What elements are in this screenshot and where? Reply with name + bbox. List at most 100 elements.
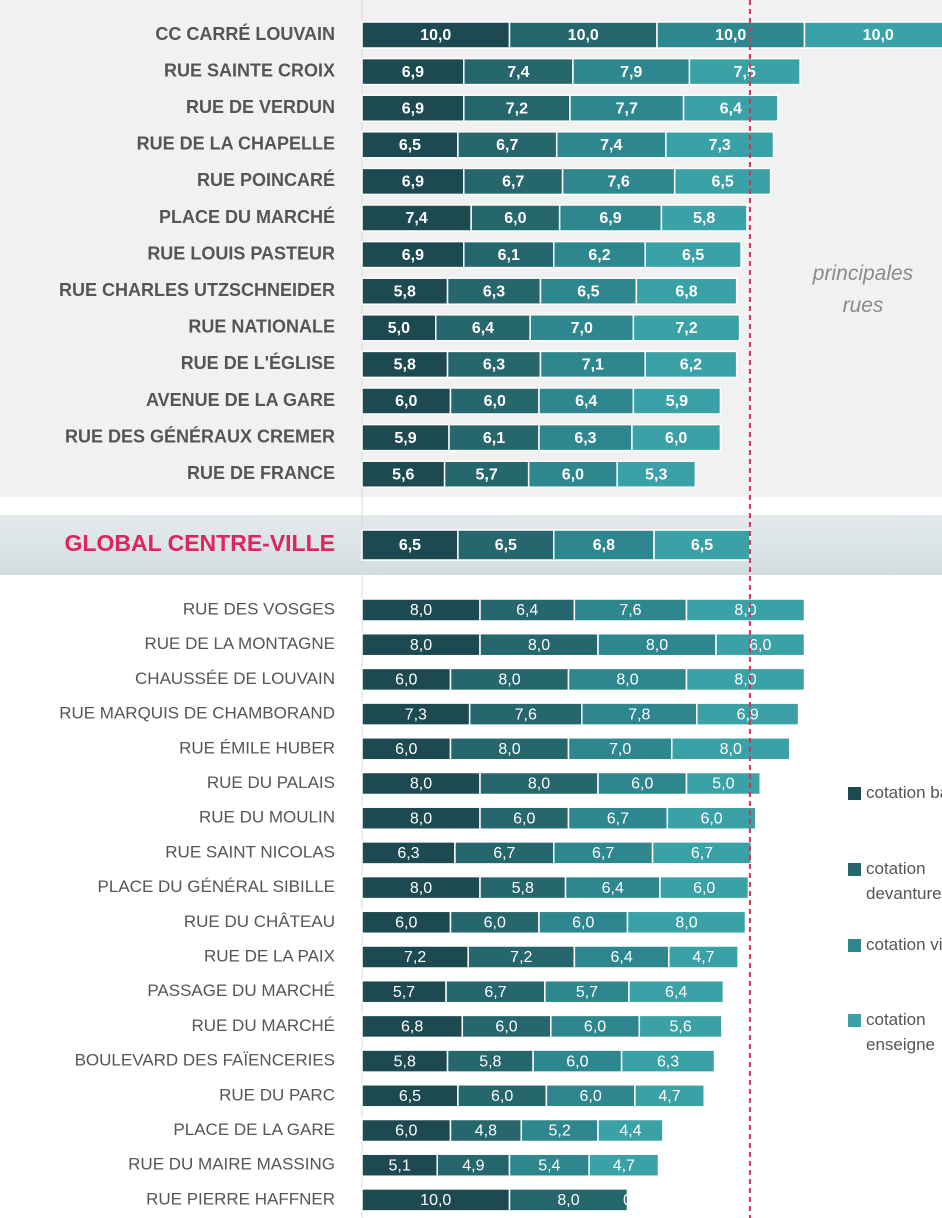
category-label: PLACE DU MARCHÉ: [159, 206, 335, 227]
value-label: 6,9: [402, 174, 424, 191]
bar-segment: [553, 240, 646, 269]
bar-segment: [656, 21, 806, 49]
bar-segment: [631, 423, 722, 452]
value-label: 6,5: [399, 537, 421, 554]
value-label: 6,0: [395, 915, 417, 932]
bar-segment: [361, 57, 465, 86]
bar-segment: [673, 167, 772, 196]
category-label: RUE LOUIS PASTEUR: [147, 243, 335, 263]
value-label: 5,0: [712, 776, 734, 793]
category-label: RUE CHARLES UTZSCHNEIDER: [59, 280, 335, 300]
bar-segment: [628, 979, 725, 1004]
bar-segment: [635, 277, 738, 305]
bar-segment: [572, 57, 691, 86]
bar-segment: [685, 771, 761, 796]
value-label: 8,0: [498, 672, 520, 689]
category-label: RUE MARQUIS DE CHAMBORAND: [59, 704, 335, 723]
value-label: 6,0: [631, 776, 653, 793]
value-label: 6,7: [502, 174, 524, 191]
category-label: RUE DES GÉNÉRAUX CREMER: [65, 425, 335, 446]
bar-segment: [561, 167, 676, 196]
bar-segment: [446, 277, 542, 305]
bar-segment: [685, 598, 806, 622]
category-label: PLACE DE LA GARE: [173, 1120, 335, 1139]
value-label: 6,0: [513, 810, 535, 827]
bar-segment: [555, 131, 667, 159]
category-label: RUE DE LA CHAPELLE: [137, 134, 335, 154]
bar-segment: [682, 94, 779, 122]
value-label: 6,5: [682, 247, 704, 264]
value-label: 8,0: [734, 602, 756, 619]
bar-segment: [671, 737, 791, 761]
value-label: 6,4: [472, 320, 494, 337]
bar-segment: [361, 314, 437, 342]
value-label: 6,7: [607, 810, 629, 827]
value-label: 6,0: [700, 810, 722, 827]
bar-segment: [361, 204, 472, 232]
bar-segment: [538, 387, 635, 415]
category-label: RUE DE L'ÉGLISE: [181, 352, 335, 373]
value-label: 6,4: [575, 393, 597, 410]
value-label: 6,4: [610, 949, 632, 966]
value-label: 8,0: [528, 637, 550, 654]
value-label: 6,8: [675, 283, 697, 300]
category-label: CC CARRÉ LOUVAIN: [155, 23, 335, 44]
category-label: AVENUE DE LA GARE: [146, 390, 335, 410]
value-label: 6,3: [657, 1053, 679, 1070]
value-label: 5,9: [666, 393, 688, 410]
value-label: 5,8: [394, 1053, 416, 1070]
legend-swatch: [848, 939, 861, 952]
value-label: 7,3: [709, 137, 731, 154]
value-label: 6,0: [584, 1019, 606, 1036]
value-label: 8,0: [616, 672, 638, 689]
bar-segment: [685, 667, 806, 692]
value-label: 8,0: [410, 880, 432, 897]
value-label: 4,4: [619, 1123, 641, 1140]
bar-segment: [361, 131, 459, 159]
category-label: BOULEVARD DES FAÏENCERIES: [75, 1051, 335, 1070]
bar-segment: [620, 1049, 716, 1073]
value-label: 6,3: [483, 357, 505, 374]
value-label: 5,7: [576, 984, 598, 1001]
bar-segment: [463, 167, 564, 196]
value-label: 5,8: [693, 210, 715, 227]
bar-segment: [508, 1188, 629, 1212]
legend-swatch: [848, 787, 861, 800]
bar-segment: [527, 460, 618, 488]
legend-swatch: [848, 1014, 861, 1027]
legend-label: cotation enseigne: [866, 1010, 936, 1054]
value-label: 6,3: [483, 283, 505, 300]
value-label: 8,0: [720, 741, 742, 758]
value-label: 6,0: [665, 430, 687, 447]
value-label: 7,7: [616, 100, 638, 117]
value-label: 7,0: [571, 320, 593, 337]
category-label: RUE SAINTE CROIX: [164, 60, 335, 80]
value-label: 6,3: [574, 430, 596, 447]
value-label: 5,8: [394, 357, 416, 374]
value-label: 6,7: [691, 845, 713, 862]
value-label: 6,9: [402, 64, 424, 81]
legend-swatch: [848, 863, 861, 876]
value-label: 6,0: [491, 1088, 513, 1105]
value-label: 6,5: [691, 537, 713, 554]
category-label: PASSAGE DU MARCHÉ: [147, 981, 335, 1000]
value-label: 5,6: [392, 466, 414, 483]
value-label: 6,4: [602, 880, 624, 897]
bar-segment: [553, 529, 655, 561]
bar-segment: [660, 204, 748, 232]
bar-segment: [508, 21, 658, 49]
category-label: RUE DU CHÂTEAU: [184, 912, 335, 931]
value-label: 6,0: [495, 1019, 517, 1036]
value-label: 10,0: [420, 27, 451, 44]
value-label: 6,8: [593, 537, 615, 554]
bar-segment: [616, 460, 697, 488]
value-label: 6,0: [566, 1053, 588, 1070]
value-label: 7,2: [506, 100, 528, 117]
bar-segment: [449, 387, 540, 415]
bar-segment: [665, 131, 775, 159]
value-label: 7,2: [404, 949, 426, 966]
value-label: 6,0: [749, 637, 771, 654]
category-label: RUE DU MOULIN: [199, 808, 335, 827]
category-label: RUE DU PALAIS: [207, 773, 335, 792]
bar-segment: [659, 875, 750, 900]
